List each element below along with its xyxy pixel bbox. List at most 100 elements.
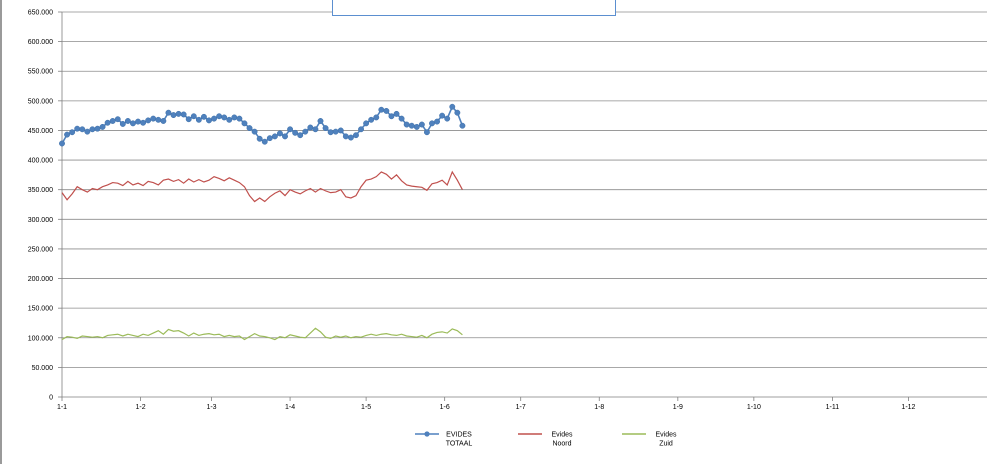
- data-point: [403, 121, 410, 128]
- x-tick-label: 1-6: [440, 404, 450, 411]
- data-point: [287, 126, 294, 133]
- data-point: [109, 118, 116, 124]
- x-tick-label: 1-11: [826, 404, 840, 411]
- data-point: [449, 103, 456, 110]
- data-point: [358, 126, 364, 133]
- data-point: [439, 112, 446, 119]
- data-point: [418, 121, 425, 128]
- data-point: [84, 128, 91, 135]
- data-point: [332, 128, 339, 135]
- y-tick-label: 500.000: [28, 98, 53, 105]
- data-point: [130, 120, 136, 127]
- data-point: [434, 118, 441, 125]
- y-tick-label: 550.000: [28, 69, 53, 76]
- data-point: [170, 112, 177, 119]
- data-point: [347, 134, 354, 141]
- data-point: [124, 118, 131, 124]
- gridlines: [62, 11, 987, 368]
- data-point: [175, 110, 182, 117]
- data-point: [180, 111, 187, 118]
- legend-entry-1: Evides Noord: [518, 432, 573, 448]
- legend-entry-0: EVIDES TOTAAL: [415, 431, 472, 448]
- y-tick-label: 100.000: [28, 335, 53, 342]
- series-0: [59, 103, 466, 147]
- data-point: [216, 113, 223, 120]
- data-point: [160, 118, 167, 124]
- data-point: [185, 116, 192, 123]
- data-point: [459, 122, 466, 129]
- data-point: [276, 130, 283, 137]
- series-line: [61, 170, 463, 203]
- legend-label: Zuid: [659, 441, 673, 448]
- data-point: [114, 116, 121, 123]
- data-point: [383, 107, 390, 114]
- data-point: [59, 140, 65, 147]
- data-point: [221, 114, 228, 121]
- data-point: [271, 133, 278, 140]
- data-point: [393, 110, 400, 117]
- data-point: [155, 116, 162, 123]
- data-point: [211, 115, 218, 122]
- data-point: [241, 120, 248, 127]
- y-tick-label: 50.000: [32, 365, 54, 372]
- data-point: [317, 118, 324, 124]
- data-point: [429, 120, 435, 127]
- x-tick-label: 1-12: [901, 404, 915, 411]
- data-point: [398, 115, 405, 122]
- data-point: [145, 117, 152, 124]
- data-point: [327, 129, 334, 136]
- data-point: [69, 129, 76, 136]
- data-point: [79, 126, 86, 133]
- legend-label: EVIDES: [446, 432, 472, 439]
- x-tick-label: 1-4: [285, 404, 295, 411]
- data-point: [236, 115, 243, 122]
- data-point: [408, 122, 415, 129]
- data-point: [64, 131, 71, 138]
- data-point: [256, 135, 263, 142]
- x-tick-label: 1-2: [135, 404, 145, 411]
- data-point: [312, 126, 319, 133]
- data-point: [231, 114, 238, 121]
- y-tick-label: 650.000: [28, 10, 53, 17]
- data-point: [165, 109, 172, 116]
- series-1: [61, 170, 463, 203]
- data-point: [190, 113, 197, 120]
- data-point: [353, 132, 359, 139]
- data-point: [444, 115, 451, 122]
- data-point: [302, 128, 309, 135]
- data-point: [378, 106, 385, 113]
- x-tick-label: 1-9: [673, 404, 683, 411]
- x-tick-label: 1-1: [57, 404, 67, 411]
- y-tick-label: 600.000: [28, 39, 53, 46]
- chart-title-box: [332, 0, 616, 16]
- y-tick-label: 150.000: [28, 306, 53, 313]
- x-tick-label: 1-10: [747, 404, 761, 411]
- data-point: [454, 109, 461, 116]
- legend-entry-2: Evides Zuid: [622, 432, 677, 448]
- y-tick-label: 450.000: [28, 128, 53, 135]
- data-point: [140, 119, 147, 126]
- legend-marker: [424, 431, 430, 437]
- data-point: [388, 113, 395, 120]
- data-point: [363, 120, 370, 127]
- legend-label: Evides: [655, 432, 677, 439]
- data-point: [292, 129, 299, 136]
- data-point: [99, 123, 106, 130]
- y-tick-label: 200.000: [28, 276, 53, 283]
- y-tick-label: 300.000: [28, 217, 53, 224]
- data-point: [322, 125, 329, 132]
- x-tick-label: 1-3: [206, 404, 216, 411]
- legend: EVIDES TOTAAL Evides Noord Evides Zuid: [415, 431, 677, 448]
- y-tick-label: 0: [49, 395, 53, 402]
- data-point: [413, 123, 420, 130]
- series-group: [59, 103, 466, 341]
- data-point: [150, 115, 157, 122]
- data-point: [74, 125, 81, 132]
- data-point: [246, 125, 253, 132]
- legend-label: Noord: [552, 441, 571, 448]
- legend-label: Evides: [551, 432, 573, 439]
- series-line: [61, 327, 463, 341]
- data-point: [206, 117, 212, 124]
